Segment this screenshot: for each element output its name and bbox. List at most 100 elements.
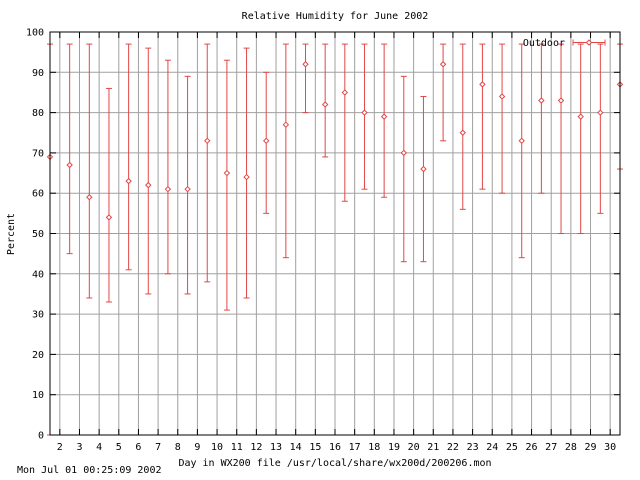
errorbar-8.5 <box>184 75 191 295</box>
tick-label-x-25: 25 <box>506 442 518 453</box>
tick-label-x-12: 12 <box>250 442 262 453</box>
errorbar-10.5 <box>223 59 231 311</box>
data-point-11.5 <box>243 173 250 181</box>
errorbar-16.5 <box>341 43 349 202</box>
tick-label-x-11: 11 <box>231 442 243 453</box>
generated-timestamp: Mon Jul 01 00:25:09 2002 <box>17 465 162 476</box>
legend-marker <box>585 39 593 46</box>
errorbar-6.5 <box>145 47 152 295</box>
tick-label-y-40: 40 <box>32 269 44 280</box>
tick-label-y-60: 60 <box>32 189 44 200</box>
data-point-16.5 <box>341 89 349 96</box>
data-point-6.5 <box>145 181 152 189</box>
data-point-10.5 <box>223 169 231 177</box>
data-point-23.5 <box>479 81 486 88</box>
tick-label-y-80: 80 <box>32 108 44 119</box>
tick-label-y-30: 30 <box>32 310 44 321</box>
tick-label-x-22: 22 <box>447 442 459 453</box>
data-point-20.5 <box>420 165 427 173</box>
data-point-22.5 <box>459 129 466 136</box>
errorbar-9.5 <box>204 43 211 283</box>
errorbar-13.5 <box>282 43 290 259</box>
errorbar-5.5 <box>125 43 132 271</box>
tick-label-y-100: 100 <box>26 28 44 39</box>
chart-title: Relative Humidity for June 2002 <box>242 11 429 22</box>
tick-label-y-70: 70 <box>32 148 44 159</box>
errorbar-15.5 <box>321 43 329 158</box>
tick-label-y-50: 50 <box>32 229 44 240</box>
errorbar-27.5 <box>557 43 565 234</box>
data-point-2.5 <box>66 161 73 169</box>
y-axis-label: Percent <box>6 213 17 255</box>
tick-label-x-28: 28 <box>565 442 577 453</box>
data-point-9.5 <box>204 137 211 145</box>
tick-label-x-21: 21 <box>427 442 439 453</box>
data-point-7.5 <box>164 185 172 193</box>
errorbar-18.5 <box>380 43 388 198</box>
tick-label-x-23: 23 <box>467 442 479 453</box>
tick-label-x-30: 30 <box>604 442 616 453</box>
errorbar-29.5 <box>597 43 604 214</box>
tick-label-x-7: 7 <box>155 442 161 453</box>
tick-label-x-14: 14 <box>290 442 302 453</box>
tick-label-x-16: 16 <box>329 442 341 453</box>
data-point-15.5 <box>321 101 329 108</box>
tick-label-x-4: 4 <box>96 442 102 453</box>
data-point-12.5 <box>262 137 270 145</box>
tick-label-x-8: 8 <box>175 442 181 453</box>
data-point-14.5 <box>302 61 309 68</box>
data-point-17.5 <box>361 109 368 116</box>
data-point-18.5 <box>380 113 388 120</box>
data-point-28.5 <box>577 113 584 120</box>
errorbar-19.5 <box>400 75 408 263</box>
tick-label-y-20: 20 <box>32 350 44 361</box>
data-point-8.5 <box>184 185 191 193</box>
data-point-29.5 <box>597 109 604 116</box>
tick-label-x-5: 5 <box>116 442 122 453</box>
errorbar-28.5 <box>577 43 584 234</box>
tick-label-x-3: 3 <box>76 442 82 453</box>
errorbar-25.5 <box>518 43 525 259</box>
data-point-19.5 <box>400 149 408 157</box>
data-point-24.5 <box>498 93 506 100</box>
tick-label-x-2: 2 <box>57 442 63 453</box>
tick-label-y-90: 90 <box>32 68 44 79</box>
tick-label-x-20: 20 <box>408 442 420 453</box>
grid <box>50 32 620 435</box>
errorbar-21.5 <box>439 43 447 142</box>
legend-sample-outdoor <box>572 39 606 46</box>
data-point-27.5 <box>557 97 565 104</box>
errorbar-2.5 <box>66 43 73 255</box>
tick-label-x-27: 27 <box>545 442 557 453</box>
errorbar-3.5 <box>86 43 93 299</box>
tick-label-x-9: 9 <box>194 442 200 453</box>
tick-label-y-0: 0 <box>38 431 44 442</box>
data-point-13.5 <box>282 121 290 128</box>
tick-label-x-19: 19 <box>388 442 400 453</box>
errorbar-14.5 <box>302 43 309 114</box>
data-point-4.5 <box>105 214 113 221</box>
errorbar-24.5 <box>498 43 506 194</box>
errorbar-7.5 <box>164 59 172 275</box>
errorbar-12.5 <box>262 71 270 214</box>
errorbar-22.5 <box>459 43 466 210</box>
errorbar-4.5 <box>105 87 113 303</box>
tick-label-x-13: 13 <box>270 442 282 453</box>
errorbar-23.5 <box>479 43 486 190</box>
legend: Outdoor <box>523 38 606 49</box>
data-point-3.5 <box>86 194 93 201</box>
data-point-25.5 <box>518 137 525 145</box>
errorbar-11.5 <box>243 47 250 299</box>
tick-label-x-17: 17 <box>349 442 361 453</box>
data-point-21.5 <box>439 61 447 68</box>
data-point-26.5 <box>538 97 545 104</box>
axis-ticks <box>50 31 620 436</box>
tick-label-x-10: 10 <box>211 442 223 453</box>
tick-label-x-6: 6 <box>135 442 141 453</box>
errorbar-20.5 <box>420 95 427 263</box>
tick-label-x-18: 18 <box>368 442 380 453</box>
data-point-5.5 <box>125 177 132 185</box>
